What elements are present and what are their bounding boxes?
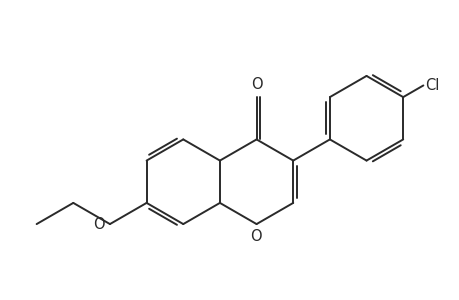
Text: O: O [93, 217, 105, 232]
Text: O: O [250, 77, 262, 92]
Text: Cl: Cl [425, 78, 439, 93]
Text: O: O [249, 229, 261, 244]
